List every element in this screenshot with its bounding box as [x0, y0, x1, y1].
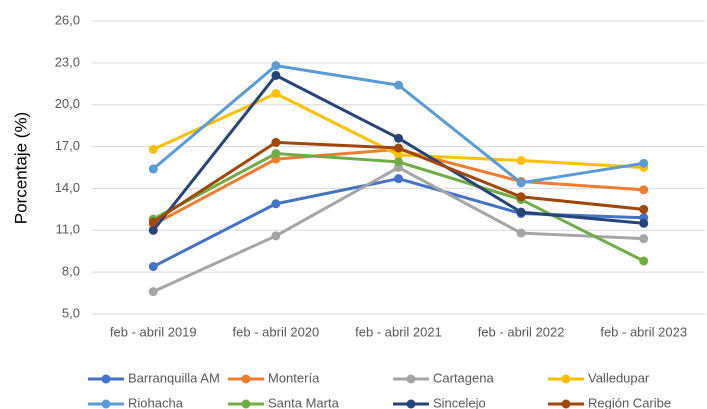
legend-marker — [561, 374, 571, 384]
y-tick-label: 20,0 — [55, 96, 80, 111]
legend-marker — [406, 374, 416, 384]
x-tick-label: feb - abril 2020 — [233, 324, 320, 339]
legend-marker — [101, 374, 111, 384]
point — [394, 157, 403, 167]
legend-label: Montería — [268, 370, 320, 385]
y-tick-label: 17,0 — [55, 138, 80, 153]
legend-label: Cartagena — [433, 370, 494, 385]
point — [148, 144, 158, 154]
point — [516, 178, 526, 188]
point — [639, 256, 649, 266]
point — [516, 156, 526, 166]
y-tick-label: 26,0 — [55, 12, 80, 27]
x-tick-label: feb - abril 2023 — [600, 324, 687, 339]
point — [148, 164, 158, 174]
point — [271, 149, 281, 159]
point — [639, 234, 649, 244]
point — [516, 192, 526, 202]
point — [394, 174, 403, 184]
point — [271, 89, 281, 99]
legend-marker — [241, 374, 251, 384]
point — [148, 217, 158, 227]
legend-label: Valledupar — [588, 370, 650, 385]
point — [271, 61, 281, 71]
legend-label: Riohacha — [128, 395, 184, 409]
legend-marker — [561, 399, 571, 409]
point — [394, 143, 403, 153]
y-tick-label: 23,0 — [55, 54, 80, 69]
y-axis-label: Porcentaje (%) — [11, 112, 30, 224]
y-tick-label: 11,0 — [56, 222, 80, 237]
legend-marker — [101, 399, 111, 409]
legend-label: Sincelejo — [433, 395, 486, 409]
legend-label: Santa Marta — [268, 395, 340, 409]
legend-marker — [241, 399, 251, 409]
x-tick-label: feb - abril 2022 — [478, 324, 565, 339]
point — [271, 137, 281, 147]
y-tick-label: 8,0 — [62, 264, 80, 279]
point — [639, 158, 649, 168]
point — [516, 207, 526, 217]
point — [271, 199, 281, 209]
point — [639, 218, 649, 228]
legend-label: Barranquilla AM — [128, 370, 220, 385]
point — [148, 287, 158, 297]
x-tick-label: feb - abril 2019 — [110, 324, 197, 339]
x-tick-label: feb - abril 2021 — [355, 324, 442, 339]
point — [148, 262, 158, 272]
point — [639, 185, 649, 195]
legend-marker — [406, 399, 416, 409]
point — [516, 228, 526, 238]
point — [271, 231, 281, 241]
point — [271, 70, 281, 80]
point — [394, 133, 403, 143]
point — [394, 80, 403, 90]
point — [148, 225, 158, 235]
point — [394, 150, 403, 160]
y-tick-label: 5,0 — [62, 305, 80, 320]
legend-label: Región Caribe — [588, 395, 671, 409]
y-tick-label: 14,0 — [55, 180, 80, 195]
point — [639, 204, 649, 214]
